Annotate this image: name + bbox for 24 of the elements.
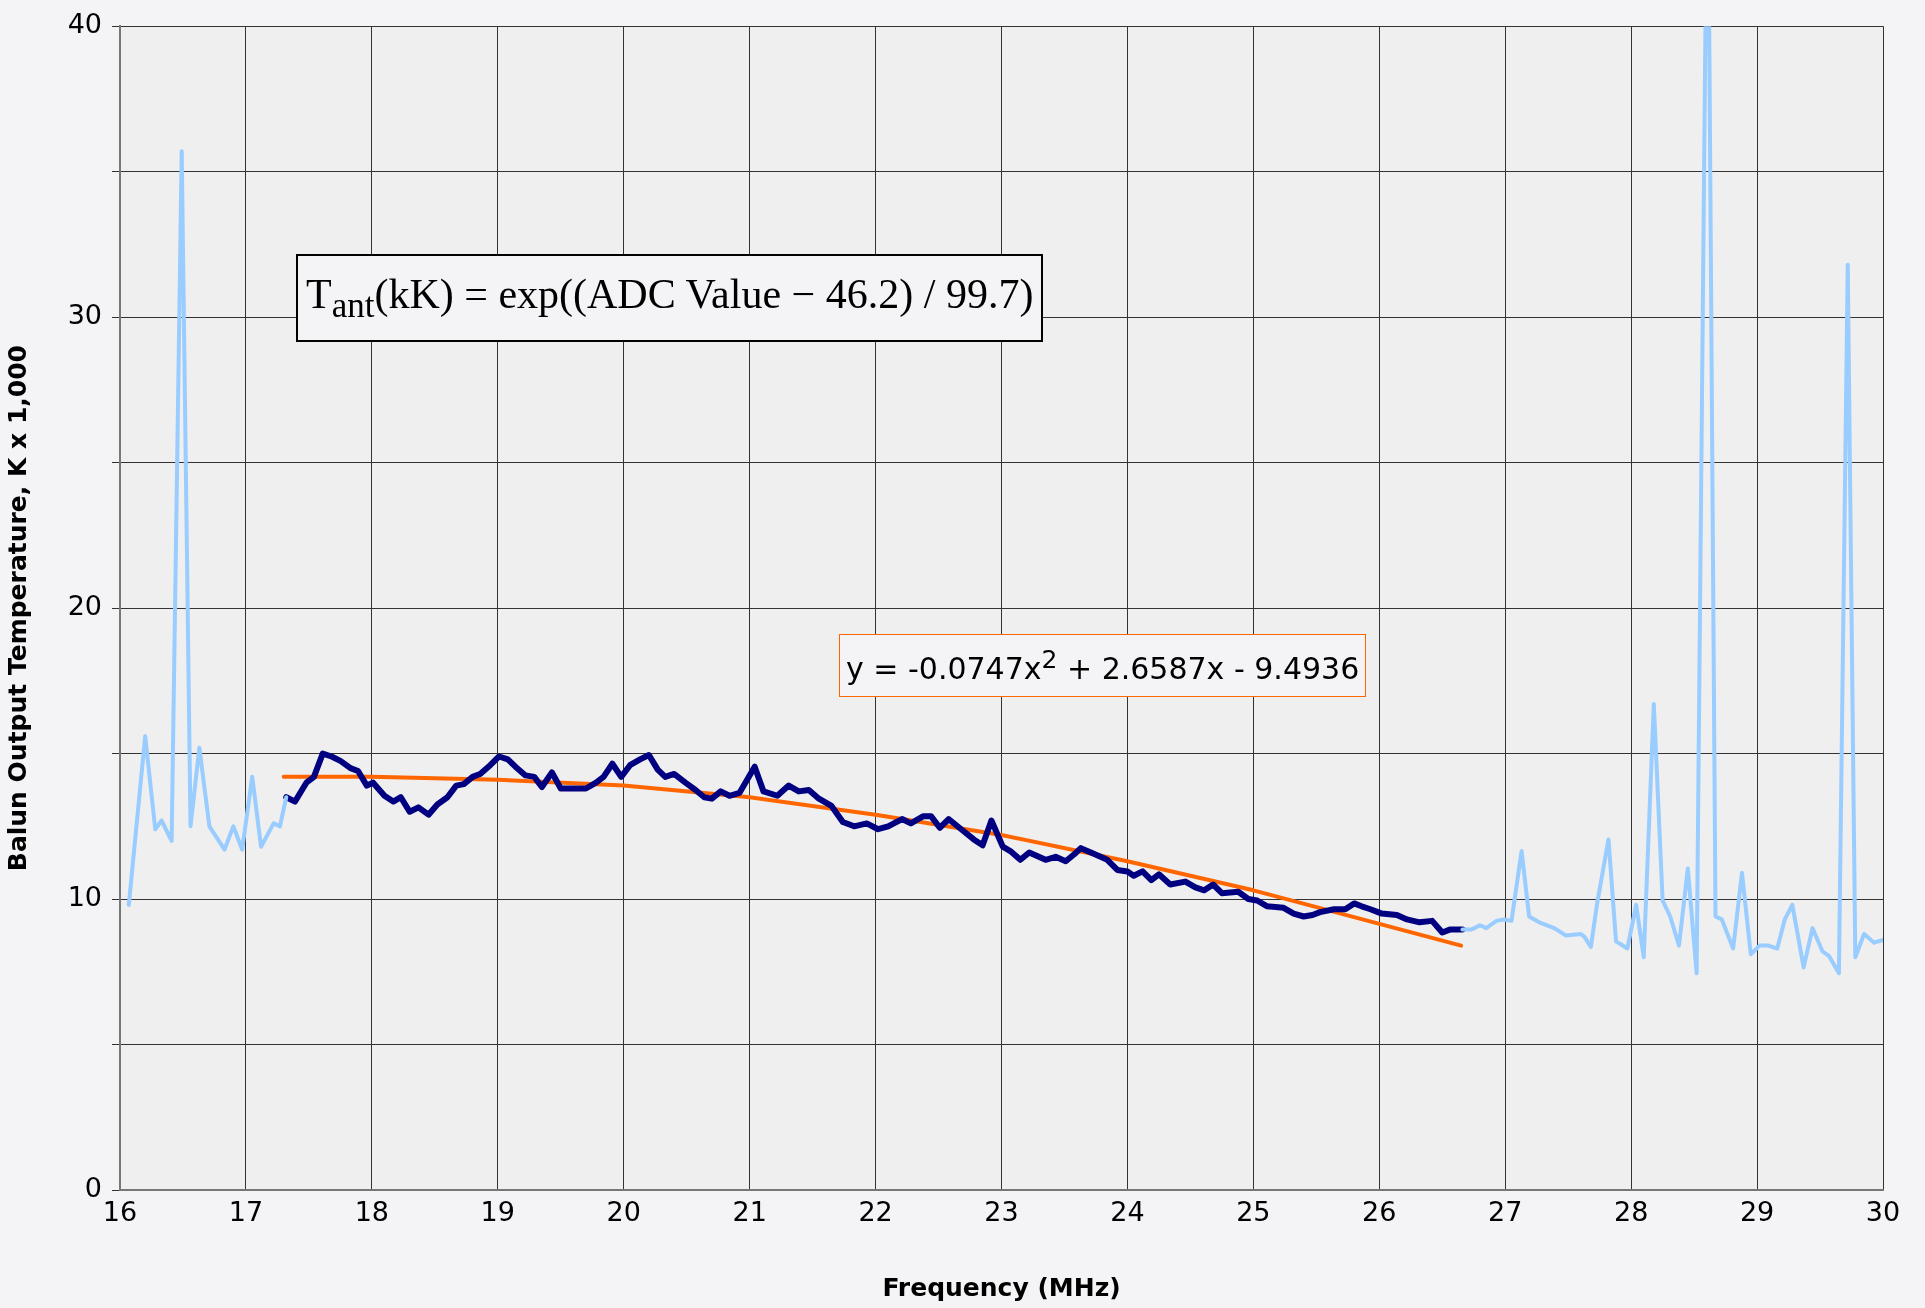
y-axis-title: Balun Output Temperature, K x 1,000 bbox=[2, 345, 32, 872]
x-tick-label: 23 bbox=[984, 1196, 1019, 1228]
annotation: T$_{ant}$(kK) = exp((ADC Value − 46.2) / 99.7) bbox=[296, 254, 1044, 343]
x-tick-label: 26 bbox=[1362, 1196, 1397, 1228]
y-tick-label: 30 bbox=[67, 299, 102, 331]
x-tick-label: 29 bbox=[1739, 1196, 1775, 1228]
x-tick-label: 24 bbox=[1110, 1196, 1145, 1228]
x-axis-title: Frequency (MHz) bbox=[882, 1272, 1121, 1302]
y-tick-label: 10 bbox=[67, 881, 102, 913]
annotation: y = -0.0747x$^{2}$ + 2.6587x - 9.4936 bbox=[839, 634, 1367, 697]
x-tick-label: 21 bbox=[732, 1196, 767, 1228]
x-tick-label: 28 bbox=[1613, 1196, 1649, 1228]
x-tick-label: 25 bbox=[1236, 1196, 1271, 1228]
y-tick-label: 20 bbox=[67, 590, 102, 622]
x-tick-label: 18 bbox=[354, 1196, 390, 1228]
x-tick-label: 17 bbox=[228, 1196, 264, 1228]
x-tick-label: 22 bbox=[858, 1196, 893, 1228]
y-tick-label: 40 bbox=[67, 8, 102, 40]
x-tick-label: 27 bbox=[1488, 1196, 1523, 1228]
x-tick-label: 16 bbox=[102, 1196, 138, 1228]
x-tick-label: 20 bbox=[606, 1196, 641, 1228]
y-tick-label: 0 bbox=[84, 1172, 102, 1204]
x-tick-label: 19 bbox=[480, 1196, 515, 1228]
x-tick-label: 30 bbox=[1865, 1196, 1901, 1228]
